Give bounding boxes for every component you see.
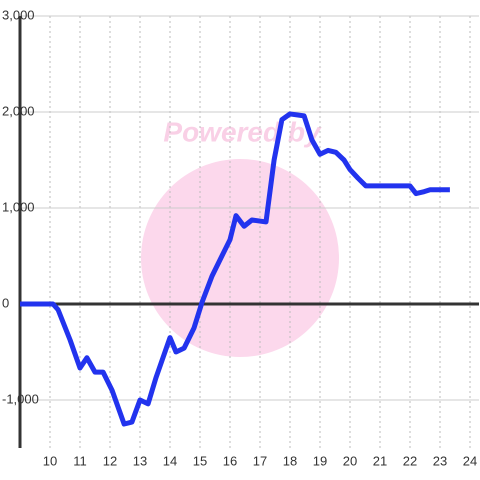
y-tick-label: 1,000 — [2, 199, 35, 214]
x-tick-label: 22 — [403, 453, 417, 468]
x-tick-label: 10 — [43, 453, 57, 468]
x-tick-label: 16 — [223, 453, 237, 468]
line-series — [20, 111, 450, 427]
y-tick-label: 0 — [2, 295, 9, 310]
x-tick-label: 19 — [313, 453, 327, 468]
watermark-logo — [141, 159, 339, 357]
x-tick-label: 14 — [163, 453, 177, 468]
x-tick-label: 24 — [463, 453, 477, 468]
x-tick-label: 15 — [193, 453, 207, 468]
x-tick-label: 18 — [283, 453, 297, 468]
x-tick-label: 12 — [103, 453, 117, 468]
x-tick-label: 20 — [343, 453, 357, 468]
x-tick-label: 11 — [73, 453, 87, 468]
y-tick-label: 3,000 — [2, 7, 35, 22]
y-tick-label: 2,000 — [2, 103, 35, 118]
watermark: Powered by — [163, 116, 322, 147]
x-tick-label: 17 — [253, 453, 267, 468]
x-tick-label: 13 — [133, 453, 147, 468]
x-tick-label: 23 — [433, 453, 447, 468]
x-tick-label: 21 — [373, 453, 387, 468]
